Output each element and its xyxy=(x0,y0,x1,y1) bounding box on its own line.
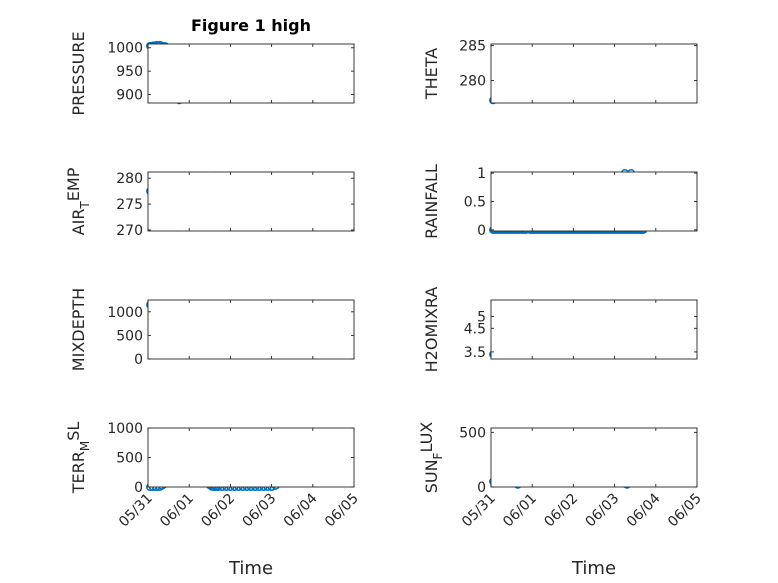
subplot-h2omixra: 3.5 4.55 H2OMIXRA xyxy=(422,287,698,373)
y-axis-label-sub: T xyxy=(78,201,92,210)
y-tick-label: 1000 xyxy=(107,41,143,57)
subplot-air_temp: 270 275 280 AIRTEMP xyxy=(64,167,355,239)
y-tick-label: 280 xyxy=(116,171,143,187)
y-axis-label-sup: LUX xyxy=(417,422,436,453)
y-axis-label: TERRMSL xyxy=(64,422,92,495)
subplot-theta: 280 285 THETA xyxy=(422,38,698,105)
axes-box xyxy=(490,171,698,232)
y-axis-label-sub: F xyxy=(431,452,445,459)
y-tick-label: 1000 xyxy=(107,421,143,437)
y-axis-label-main: RAINFALL xyxy=(422,164,441,239)
figure-title: Figure 1 high xyxy=(191,16,311,35)
y-tick-label: 0.5 xyxy=(464,195,486,211)
subplot-terr_msl: 0 500 1000 05/31 06/01 06/02 06/03 06/04 06/05 TE… xyxy=(64,421,362,530)
x-tick-label: 06/01 xyxy=(157,491,197,531)
x-tick-label: 05/31 xyxy=(459,491,499,531)
axes-box xyxy=(490,43,698,104)
x-tick-label: 05/31 xyxy=(116,491,156,531)
y-axis-label: THETA xyxy=(422,48,441,100)
y-tick-label: 275 xyxy=(116,197,143,213)
y-tick-label: 3.5 xyxy=(464,345,486,361)
y-axis-label: SUNFLUX xyxy=(417,422,445,494)
subplot-rainfall: 0 0.5 1 RAINFALL xyxy=(422,164,698,239)
x-axis-label-left: Time xyxy=(228,558,273,579)
y-axis-label-sup: SL xyxy=(64,422,83,441)
y-tick-label: 900 xyxy=(116,88,143,104)
y-axis-label-main: TERR xyxy=(69,451,88,494)
y-axis-label: PRESSURE xyxy=(69,31,88,115)
y-axis-label: AIRTEMP xyxy=(64,167,92,235)
x-tick-label: 06/03 xyxy=(583,491,623,531)
y-tick-label: 1000 xyxy=(107,305,143,321)
axes-box xyxy=(147,43,355,104)
x-tick-label: 06/05 xyxy=(665,491,705,531)
x-tick-label: 06/05 xyxy=(322,491,362,531)
x-tick-label: 06/03 xyxy=(240,491,280,531)
y-tick-label: 500 xyxy=(116,451,143,467)
x-tick-label: 06/02 xyxy=(198,491,238,531)
y-axis-label-main: PRESSURE xyxy=(69,31,88,115)
subplot-pressure: 900 950 1000 PRESSURE xyxy=(69,31,355,116)
y-axis-label-sub: M xyxy=(78,441,92,451)
y-axis-label-main: SUN xyxy=(422,459,441,493)
x-tick-label: 06/04 xyxy=(281,490,321,530)
axes-box xyxy=(490,427,698,488)
axes-box xyxy=(147,427,355,488)
y-tick-label: 950 xyxy=(116,64,143,80)
y-axis-label: RAINFALL xyxy=(422,164,441,239)
y-axis-label-main: H2OMIXRA xyxy=(422,287,441,373)
y-tick-label: 500 xyxy=(459,425,486,441)
y-tick-label: 270 xyxy=(116,223,143,239)
y-tick-label: 500 xyxy=(116,328,143,344)
axes-box xyxy=(490,299,698,360)
subplot-sun_flux: 0 500 05/31 06/01 06/02 06/03 06/04 06/05 SUNFLU… xyxy=(417,422,705,531)
subplot-mixdepth: 0 500 1000 MIXDEPTH xyxy=(69,288,355,371)
axes-box xyxy=(147,299,355,360)
x-tick-label: 06/01 xyxy=(500,491,540,531)
y-tick-label: 285 xyxy=(459,38,486,54)
y-tick-label: 4.5 xyxy=(464,321,486,337)
y-axis-label-main: AIR xyxy=(69,209,88,236)
y-tick-label: 280 xyxy=(459,74,486,90)
x-tick-label: 06/02 xyxy=(541,491,581,531)
y-tick-label: 1 xyxy=(477,166,486,182)
y-axis-label: H2OMIXRA xyxy=(422,287,441,373)
y-axis-label: MIXDEPTH xyxy=(69,288,88,371)
y-tick-label: 5 xyxy=(477,310,486,326)
y-tick-label: 0 xyxy=(134,352,143,368)
y-tick-label: 0 xyxy=(134,480,143,496)
x-tick-label: 06/04 xyxy=(624,490,664,530)
y-tick-label: 0 xyxy=(477,223,486,239)
y-axis-label-sup: EMP xyxy=(64,167,83,201)
y-axis-label-main: THETA xyxy=(422,48,441,100)
x-axis-label-right: Time xyxy=(571,558,616,579)
y-tick-label: 0 xyxy=(477,480,486,496)
axes-box xyxy=(147,171,355,232)
y-axis-label-main: MIXDEPTH xyxy=(69,288,88,371)
